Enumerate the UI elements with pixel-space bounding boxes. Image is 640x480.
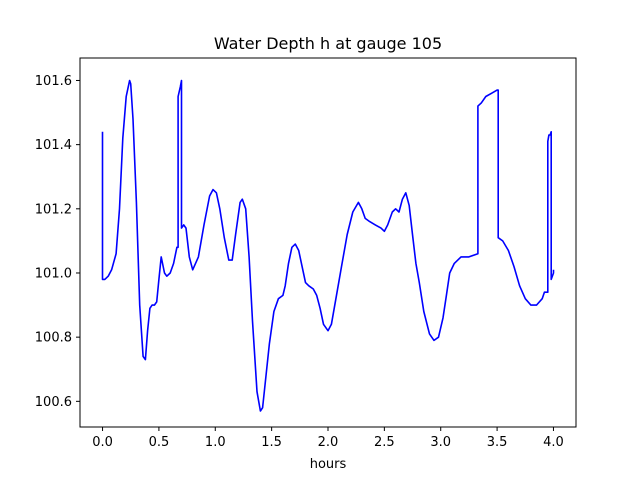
y-tick-label: 101.6 xyxy=(35,74,72,89)
y-tick-label: 100.6 xyxy=(35,395,72,410)
chart-title: Water Depth h at gauge 105 xyxy=(214,34,442,53)
series-line xyxy=(101,79,555,412)
x-tick-label: 0.0 xyxy=(92,435,113,450)
y-tick-label: 101.4 xyxy=(35,138,72,153)
y-axis: 100.6 100.8 101.0 101.2 101.4 101.6 xyxy=(35,74,80,410)
x-axis-label: hours xyxy=(310,457,347,472)
x-axis: 0.0 0.5 1.0 1.5 2.0 2.5 3.0 3.5 4.0 xyxy=(92,427,564,450)
x-tick-label: 4.0 xyxy=(543,435,564,450)
x-tick-label: 1.0 xyxy=(205,435,226,450)
x-tick-label: 1.5 xyxy=(261,435,282,450)
y-tick-label: 101.2 xyxy=(35,202,72,217)
y-tick-label: 100.8 xyxy=(35,331,72,346)
x-tick-label: 2.5 xyxy=(374,435,395,450)
x-tick-label: 3.5 xyxy=(487,435,508,450)
series-layer xyxy=(101,79,555,412)
y-tick-label: 101.0 xyxy=(35,266,72,281)
x-tick-label: 3.0 xyxy=(430,435,451,450)
x-tick-label: 2.0 xyxy=(318,435,339,450)
x-tick-label: 0.5 xyxy=(149,435,170,450)
